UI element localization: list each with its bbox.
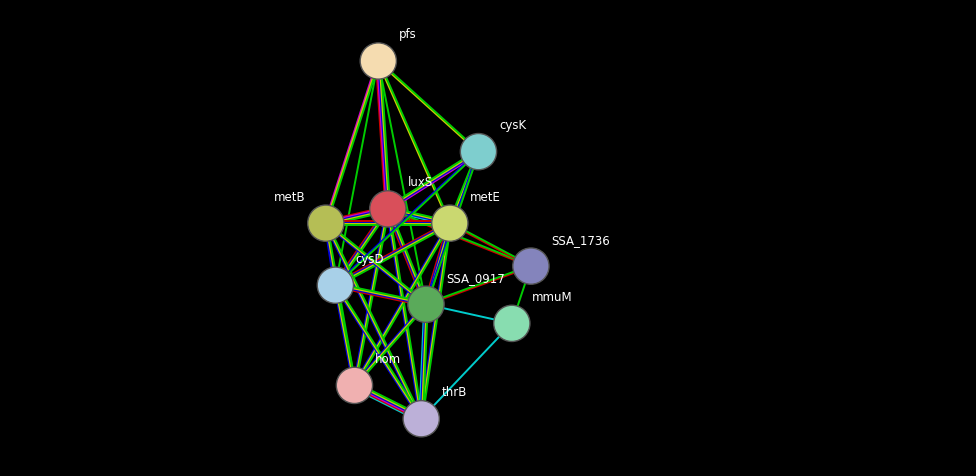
Text: metB: metB [273, 190, 305, 203]
Text: mmuM: mmuM [532, 290, 573, 303]
Text: SSA_1736: SSA_1736 [551, 233, 610, 246]
Circle shape [408, 287, 444, 323]
Circle shape [370, 191, 406, 228]
Text: cysD: cysD [356, 252, 385, 265]
Circle shape [431, 206, 468, 242]
Text: thrB: thrB [442, 386, 468, 398]
Circle shape [317, 268, 353, 304]
Text: pfs: pfs [399, 29, 417, 41]
Circle shape [461, 134, 497, 170]
Circle shape [307, 206, 344, 242]
Circle shape [403, 401, 439, 437]
Circle shape [360, 44, 396, 80]
Circle shape [337, 367, 373, 404]
Text: luxS: luxS [408, 176, 433, 189]
Text: hom: hom [375, 352, 401, 365]
Text: metE: metE [470, 190, 502, 203]
Text: cysK: cysK [499, 119, 526, 132]
Circle shape [512, 248, 549, 285]
Text: SSA_0917: SSA_0917 [446, 271, 506, 284]
Circle shape [494, 306, 530, 342]
